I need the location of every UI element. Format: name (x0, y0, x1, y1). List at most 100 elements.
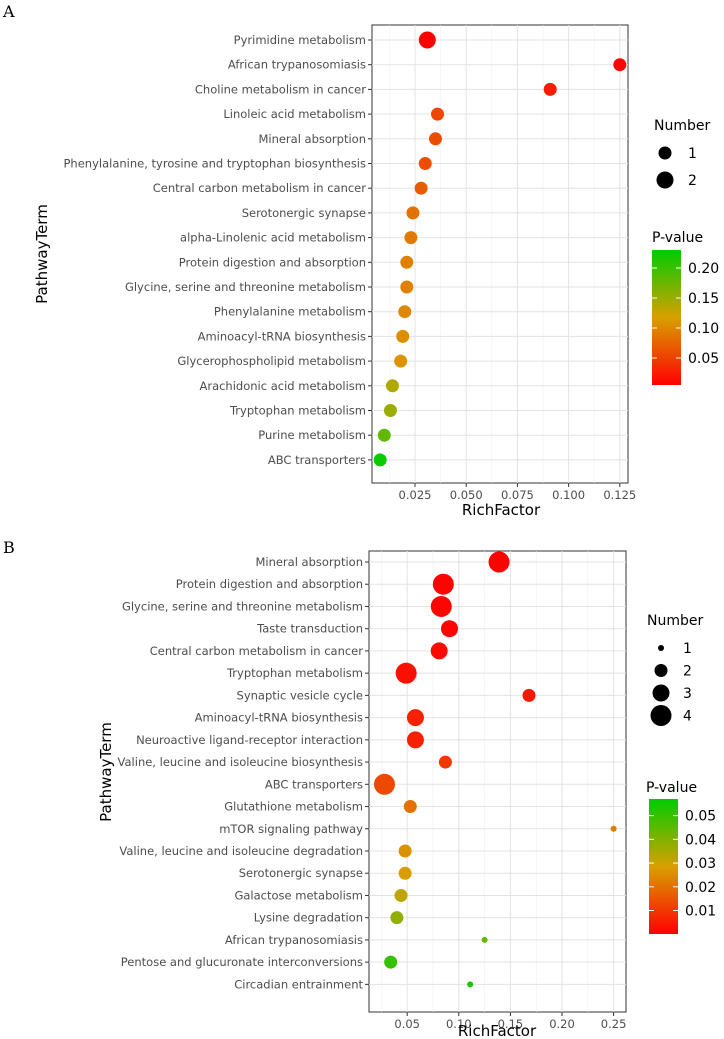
panel-a-point (431, 107, 445, 121)
panel-b-point (438, 755, 452, 769)
panel-b-y-tick-label: Valine, leucine and isoleucine degradati… (119, 844, 363, 858)
panel-b-point (430, 642, 448, 660)
panel-b-letter: B (3, 538, 15, 557)
panel-b-y-tick-label: Lysine degradation (254, 911, 363, 925)
panel-a-x-tick-label: 0.075 (501, 488, 534, 502)
panel-b-point (481, 936, 488, 943)
panel-b-x-axis-title: RichFactor (458, 1022, 537, 1039)
panel-b-point (390, 911, 404, 925)
panel-b-x-tick-label: 0.10 (446, 1017, 472, 1031)
panel-a-color-legend-title: P-value (652, 230, 703, 246)
panel-a-color-legend-label: 0.20 (688, 261, 719, 277)
panel-b-y-tick-label: Valine, leucine and isoleucine biosynthe… (118, 755, 363, 769)
panel-b-size-legend: 1 2 3 4 (650, 641, 692, 726)
panel-a-x-tick-label: 0.050 (450, 488, 483, 502)
panel-b-y-tick-label: Synaptic vesicle cycle (237, 688, 363, 702)
panel-b-y-tick-labels: Mineral absorption Protein digestion and … (118, 555, 369, 991)
panel-a-y-tick-label: Protein digestion and absorption (179, 255, 366, 269)
panel-a-color-bar (652, 250, 681, 385)
panel-b-y-tick-label: African trypanosomiasis (225, 933, 363, 947)
panel-a-color-legend-label: 0.15 (688, 291, 719, 307)
panel-b-point (432, 573, 454, 595)
panel-a-point (406, 206, 420, 220)
panel-a-plot-area (371, 24, 629, 484)
panel-b-point (403, 800, 417, 814)
panel-a-y-tick-label: Glycerophospholipid metabolism (177, 354, 366, 368)
panel-a-y-tick-label: Phenylalanine, tyrosine and tryptophan b… (64, 157, 367, 171)
panel-b-point (522, 688, 536, 702)
panel-a-y-tick-label: alpha-Linolenic acid metabolism (180, 231, 366, 245)
panel-b-y-tick-label: Glutathione metabolism (224, 800, 363, 814)
panel-a-point (404, 231, 418, 245)
panel-a-y-tick-label: Mineral absorption (258, 132, 366, 146)
panel-b-point (398, 844, 412, 858)
panel-b-color-legend-label: 0.02 (685, 880, 716, 896)
panel-a-y-tick-label: Glycine, serine and threonine metabolism (125, 280, 366, 294)
panel-b-point (406, 709, 424, 727)
panel-b-point (430, 595, 452, 617)
panel-b-point (406, 731, 424, 749)
panel-a-point (377, 428, 391, 442)
panel-a-letter: A (2, 2, 15, 21)
panel-a-size-legend: 12 (656, 146, 697, 189)
panel-b-y-axis-title: PathwayTerm (97, 722, 115, 822)
panel-a-point (373, 453, 387, 467)
panel-a-point (613, 58, 627, 72)
panel-b-x-tick-label: 0.20 (549, 1017, 575, 1031)
panel-a-point (383, 404, 397, 417)
panel-a-point (385, 379, 399, 393)
panel-a-y-tick-label: Pyrimidine metabolism (234, 33, 366, 47)
panel-b-y-tick-label: Glycine, serine and threonine metabolism (122, 599, 363, 613)
panel-a-x-tick-label: 0.025 (399, 488, 432, 502)
panel-a-point (400, 280, 414, 294)
panel-b-x-tick-label: 0.25 (601, 1017, 627, 1031)
panel-a-y-tick-label: Central carbon metabolism in cancer (153, 181, 367, 195)
panel-b-y-tick-label: Taste transduction (256, 622, 363, 636)
panel-b-y-tick-label: Central carbon metabolism in cancer (150, 644, 364, 658)
panel-b-point (467, 981, 474, 988)
panel-a-point (414, 181, 428, 195)
panel-a-y-tick-label: Purine metabolism (258, 428, 366, 442)
panel-b-color-legend-label: 0.01 (685, 904, 716, 920)
panel-a-point (418, 31, 436, 49)
panel-b-point (610, 825, 617, 832)
panel-a-x-tick-label: 0.100 (552, 488, 585, 502)
panel-b-x-tick-label: 0.15 (498, 1017, 524, 1031)
panel-b-y-tick-label: Mineral absorption (255, 555, 363, 569)
panel-a-point (396, 329, 410, 343)
panel-a-size-legend-dot (656, 171, 674, 189)
panel-a-y-tick-label: Tryptophan metabolism (229, 404, 366, 418)
panel-a: A Pyrimidine metabolism African trypanoso… (2, 2, 719, 519)
panel-a-point (543, 82, 557, 96)
panel-a-x-tick-label: 0.125 (603, 488, 636, 502)
panel-b-color-legend-label: 0.05 (685, 809, 716, 825)
panel-b-point (441, 620, 459, 638)
panel-a-y-tick-label: Serotonergic synapse (242, 206, 366, 220)
panel-b-point (395, 662, 417, 684)
panel-b-color-bar (649, 799, 678, 934)
panel-a-y-tick-label: Choline metabolism in cancer (195, 82, 366, 96)
panel-b-x-tick-label: 0.05 (394, 1017, 420, 1031)
panel-a-y-axis-title: PathwayTerm (33, 204, 51, 304)
panel-a-color-legend-label: 0.10 (688, 321, 719, 337)
panel-a-y-tick-label: African trypanosomiasis (228, 58, 366, 72)
panel-a-color-legend-ticks: 0.05 0.10 0.15 0.20 (652, 261, 719, 367)
panel-b-size-legend-dot (654, 664, 668, 677)
panel-a-color-legend-label: 0.05 (688, 351, 719, 367)
panel-b-y-tick-label: Pentose and glucuronate interconversions (121, 955, 363, 969)
panel-b-size-legend-label: 3 (683, 686, 692, 702)
panel-a-y-tick-label: Aminoacyl-tRNA biosynthesis (198, 329, 366, 343)
panel-a-point (428, 132, 442, 146)
panel-a-size-legend-label: 1 (688, 146, 697, 162)
panel-b-point (373, 773, 395, 795)
panel-b-y-tick-label: Galactose metabolism (234, 888, 363, 902)
panel-b-color-legend-label: 0.04 (685, 832, 716, 848)
panel-a-y-tick-label: Phenylalanine metabolism (214, 305, 366, 319)
panel-b-size-legend-dot (658, 645, 664, 651)
panel-b-y-tick-label: Tryptophan metabolism (226, 666, 363, 680)
panel-b-y-tick-label: Aminoacyl-tRNA biosynthesis (195, 711, 363, 725)
panel-b-plot-area (368, 550, 627, 1013)
panel-b-point (384, 955, 398, 969)
panel-a-size-legend-title: Number (654, 118, 710, 134)
panel-b-size-legend-title: Number (647, 613, 703, 629)
